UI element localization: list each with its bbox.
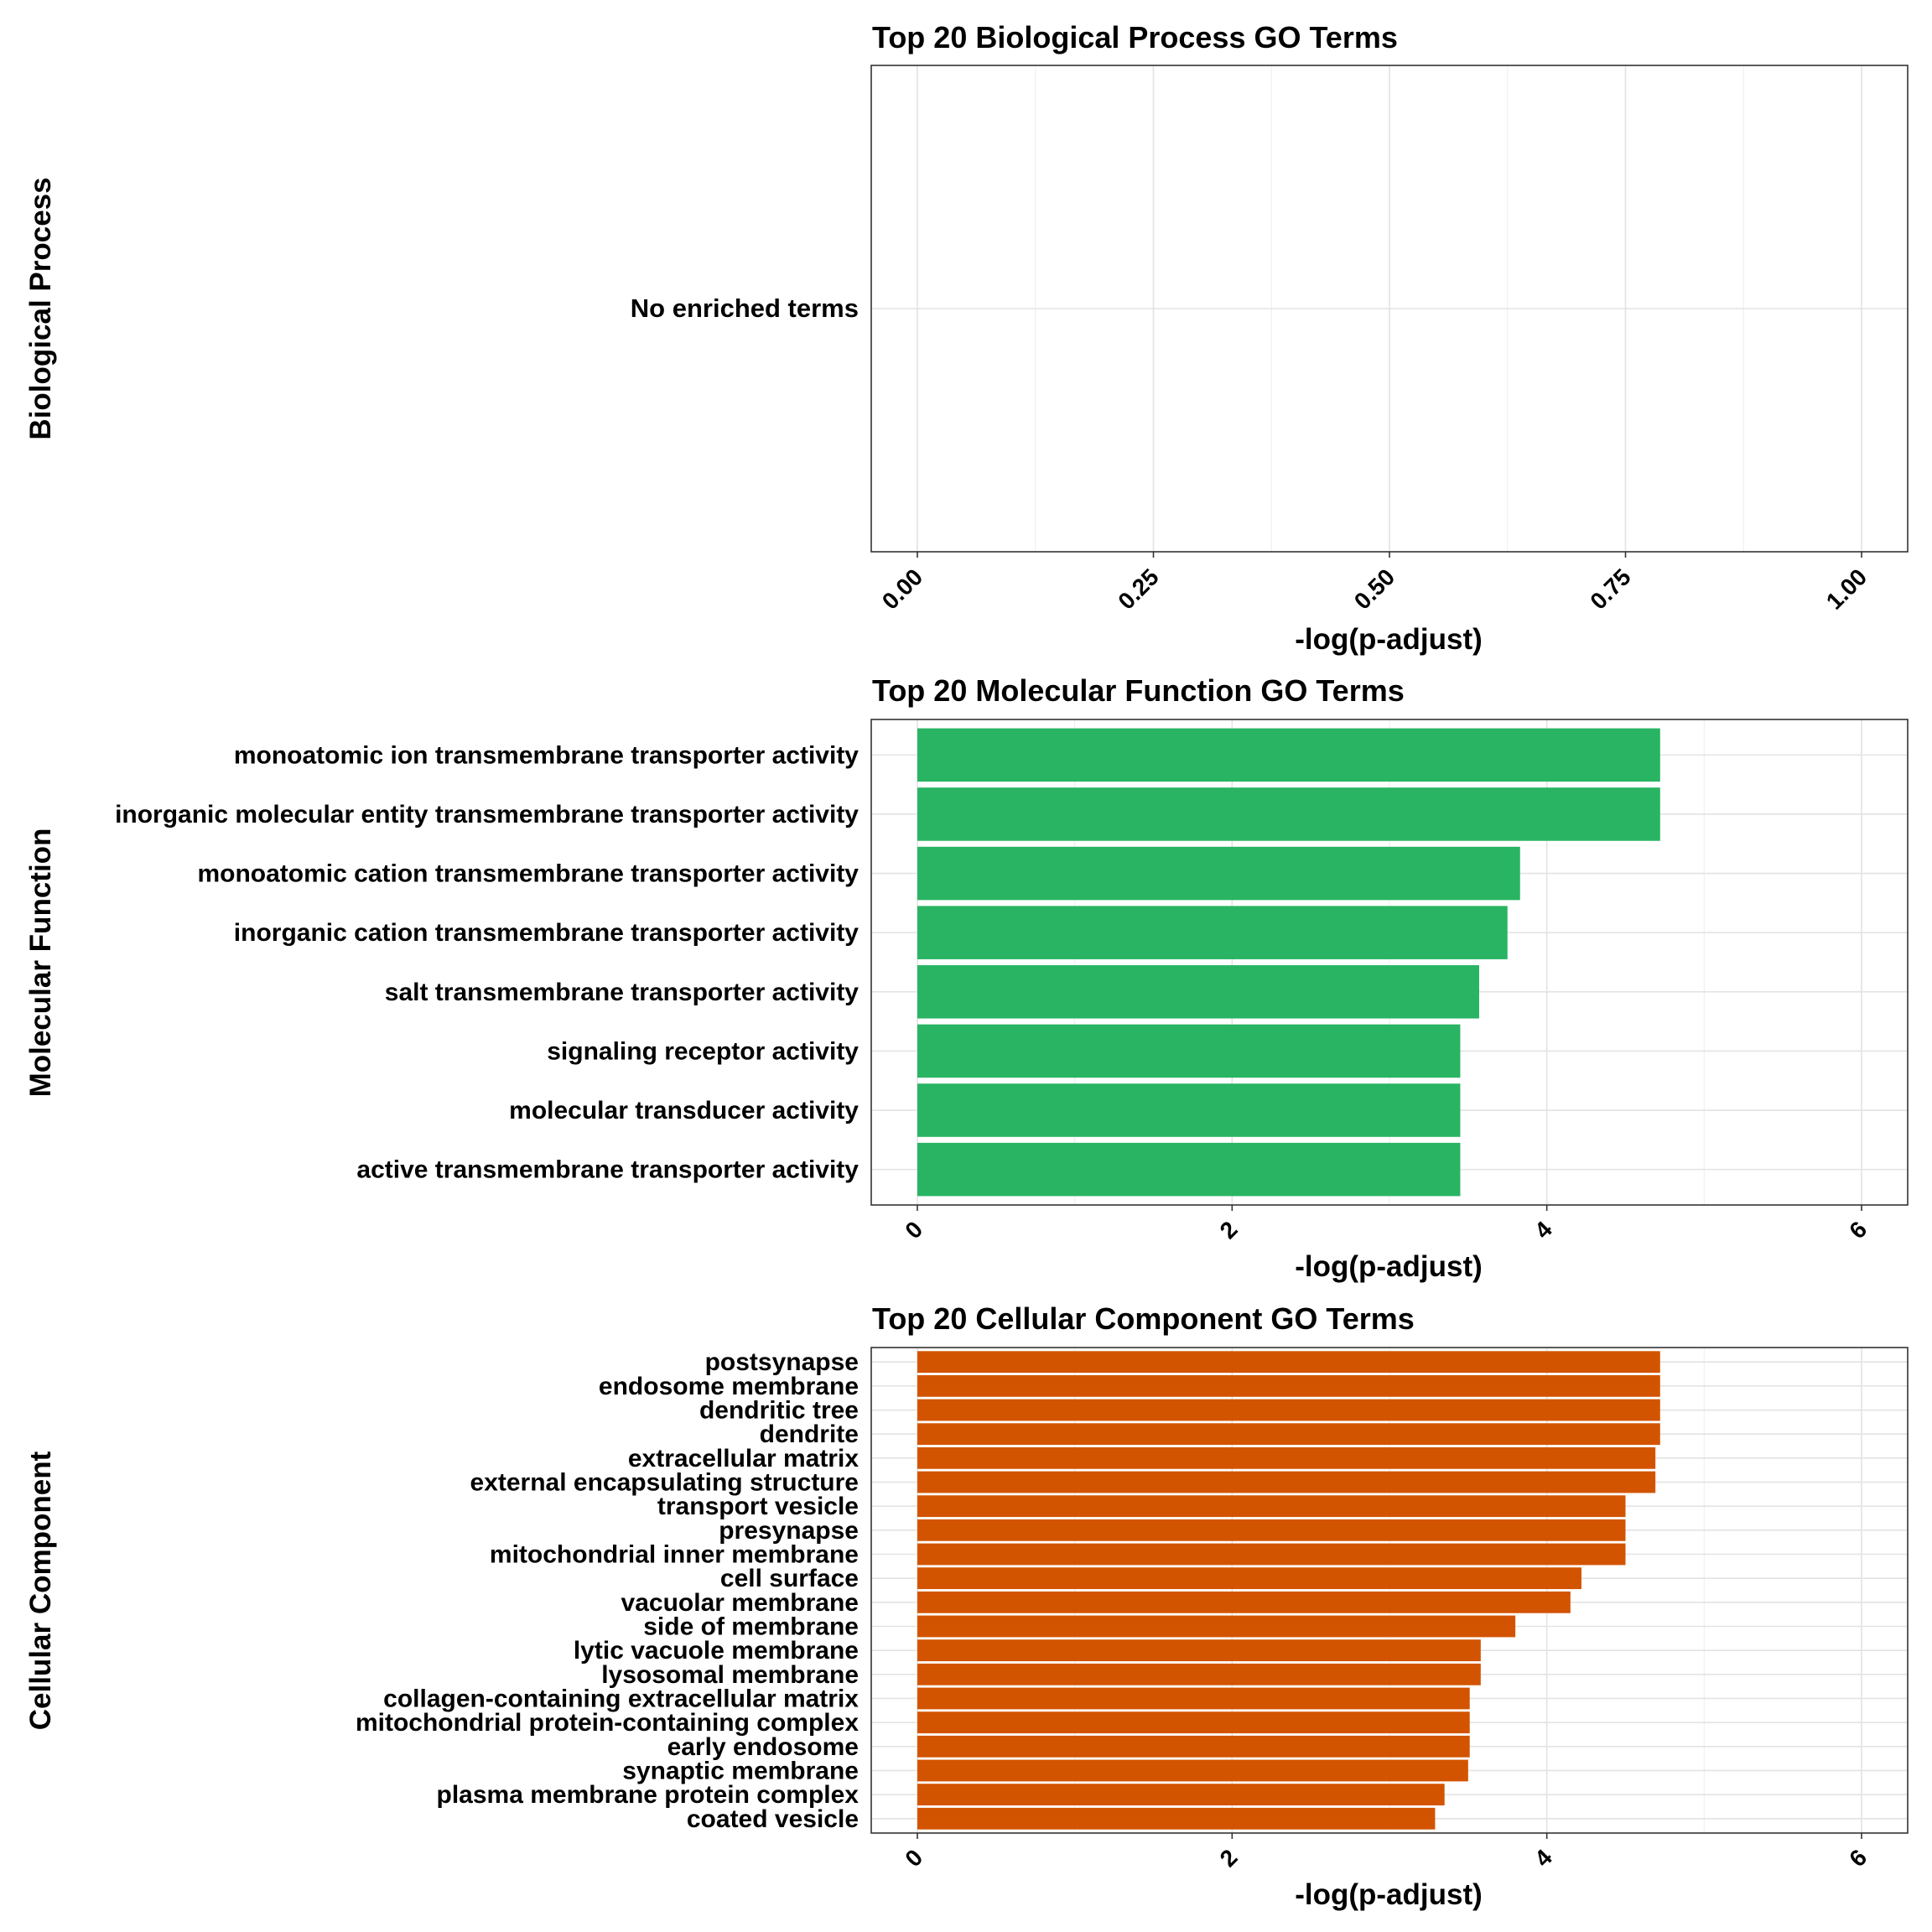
bar	[917, 1711, 1470, 1734]
category-label: presynapse	[719, 1517, 859, 1545]
bar	[917, 1519, 1626, 1541]
category-label: lysosomal membrane	[601, 1661, 859, 1689]
bar	[917, 1663, 1481, 1685]
category-label: collagen-containing extracellular matrix	[383, 1685, 859, 1712]
bar	[917, 1495, 1626, 1518]
bar	[917, 1735, 1470, 1758]
category-label: active transmembrane transporter activit…	[356, 1156, 859, 1184]
bar	[917, 1399, 1660, 1421]
x-axis-label: -log(p-adjust)	[1295, 1878, 1483, 1911]
category-label: dendrite	[760, 1420, 859, 1448]
bar	[917, 1543, 1626, 1566]
category-label: coated vesicle	[687, 1805, 859, 1833]
bar	[917, 1807, 1436, 1830]
x-axis-label: -log(p-adjust)	[1295, 623, 1483, 656]
bar	[917, 728, 1660, 782]
category-label: cell surface	[720, 1565, 859, 1592]
panel-title: Top 20 Biological Process GO Terms	[872, 20, 1398, 55]
bar	[917, 1591, 1571, 1613]
category-label: plasma membrane protein complex	[437, 1781, 860, 1809]
category-label: salt transmembrane transporter activity	[385, 979, 860, 1006]
bar	[917, 1567, 1581, 1590]
category-label: inorganic molecular entity transmembrane…	[115, 801, 859, 828]
bar	[917, 1784, 1445, 1806]
category-label: synaptic membrane	[622, 1757, 859, 1784]
category-label: side of membrane	[643, 1613, 859, 1640]
panel-border	[870, 1347, 1909, 1834]
bar	[917, 1351, 1660, 1374]
x-axis-label: -log(p-adjust)	[1295, 1250, 1483, 1283]
molecular-function-panel: Top 20 Molecular Function GO Terms Molec…	[24, 673, 1909, 1283]
bar	[917, 1759, 1468, 1782]
category-label: postsynapse	[705, 1348, 859, 1376]
bar	[917, 1423, 1660, 1446]
category-label: monoatomic ion transmembrane transporter…	[234, 741, 859, 769]
bar	[917, 1615, 1516, 1638]
category-label: endosome membrane	[599, 1373, 859, 1400]
bar	[917, 1083, 1461, 1137]
bar	[917, 965, 1479, 1019]
panel-title: Top 20 Molecular Function GO Terms	[872, 673, 1405, 708]
bar	[917, 1142, 1461, 1197]
biological-process-panel: Top 20 Biological Process GO Terms Biolo…	[24, 20, 1909, 656]
bar	[917, 1639, 1481, 1662]
category-label: dendritic tree	[699, 1397, 859, 1425]
category-label: transport vesicle	[657, 1493, 859, 1520]
cellular-component-panel: Top 20 Cellular Component GO Terms Cellu…	[24, 1301, 1909, 1911]
bar	[917, 1687, 1470, 1710]
category-label: external encapsulating structure	[470, 1469, 859, 1497]
panel-border	[870, 719, 1909, 1206]
bar	[917, 1471, 1656, 1493]
category-label: early endosome	[667, 1733, 859, 1761]
category-label: lytic vacuole membrane	[574, 1637, 859, 1665]
panel-title: Top 20 Cellular Component GO Terms	[872, 1301, 1415, 1336]
plot-area: monoatomic ion transmembrane transporter…	[115, 719, 1909, 1244]
bar	[917, 1374, 1660, 1397]
category-label: extracellular matrix	[628, 1445, 859, 1472]
category-label: mitochondrial inner membrane	[490, 1541, 859, 1569]
category-label: mitochondrial protein-containing complex	[356, 1709, 859, 1737]
category-label: vacuolar membrane	[621, 1589, 859, 1617]
category-label: No enriched terms	[631, 293, 859, 323]
category-label: monoatomic cation transmembrane transpor…	[197, 860, 859, 888]
y-axis-label: Biological Process	[24, 177, 57, 439]
bar	[917, 1024, 1461, 1078]
bar	[917, 1446, 1656, 1469]
bar	[917, 846, 1520, 901]
y-axis-label: Molecular Function	[24, 828, 57, 1098]
bar	[917, 787, 1660, 841]
category-label: molecular transducer activity	[509, 1097, 859, 1124]
category-label: inorganic cation transmembrane transport…	[234, 919, 860, 947]
y-axis-label: Cellular Component	[24, 1451, 57, 1730]
bar	[917, 906, 1508, 959]
category-label: signaling receptor activity	[547, 1037, 859, 1065]
